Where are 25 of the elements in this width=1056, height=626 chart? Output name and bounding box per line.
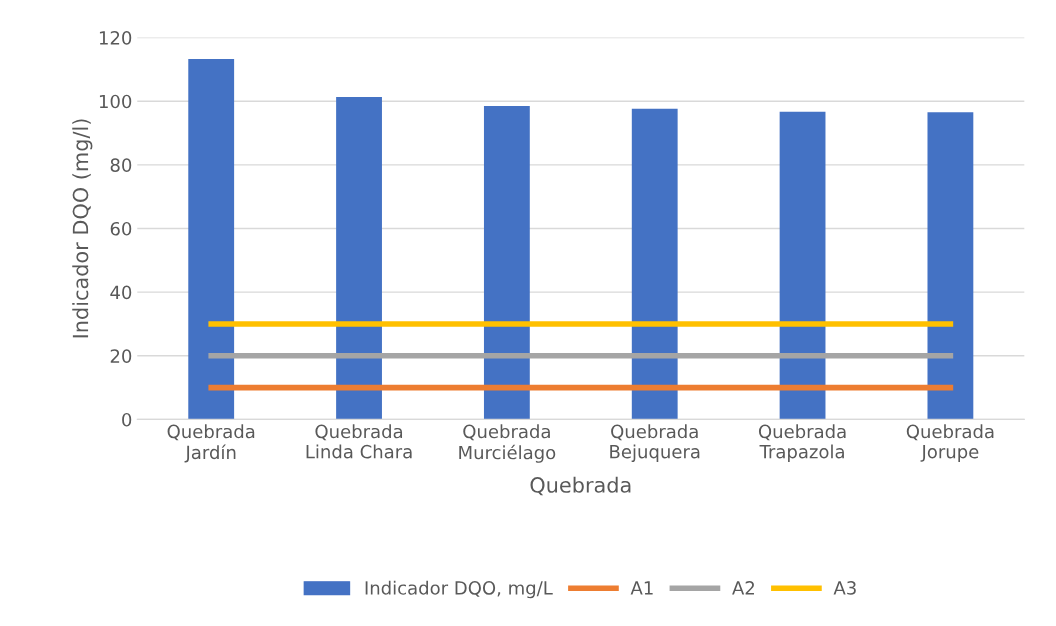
legend-label: A3 (833, 581, 856, 595)
legend-label: Indicador DQO, mg/L (365, 580, 553, 599)
bar (188, 58, 235, 420)
x-axis-title: Quebrada (530, 476, 631, 496)
bar (336, 97, 382, 420)
y-tick-label: 60 (110, 221, 132, 236)
bar (631, 108, 678, 420)
y-tick-label: 100 (99, 94, 132, 109)
x-tick-label: Quebrada Linda Chara (306, 424, 412, 459)
bar (779, 111, 826, 420)
bar (483, 105, 530, 420)
y-tick-label: 20 (110, 349, 132, 363)
y-tick-label: 120 (99, 31, 132, 45)
x-tick-label: Quebrada Trapazola (758, 424, 846, 462)
y-tick-label: 0 (122, 412, 132, 427)
x-tick-label: Quebrada Bejuquera (610, 424, 700, 462)
bar (927, 112, 974, 420)
legend-label: A1 (630, 581, 653, 595)
x-tick-label: Quebrada Murciélago (459, 424, 556, 463)
y-axis-title: Indicador DQO (mg/l) (72, 119, 93, 338)
y-tick-label: 80 (110, 158, 132, 172)
y-tick-label: 40 (110, 285, 132, 300)
legend-label: A2 (732, 581, 754, 595)
x-tick-label: Quebrada Jardín (167, 424, 255, 463)
x-tick-label: Quebrada Jorupe (906, 424, 994, 462)
